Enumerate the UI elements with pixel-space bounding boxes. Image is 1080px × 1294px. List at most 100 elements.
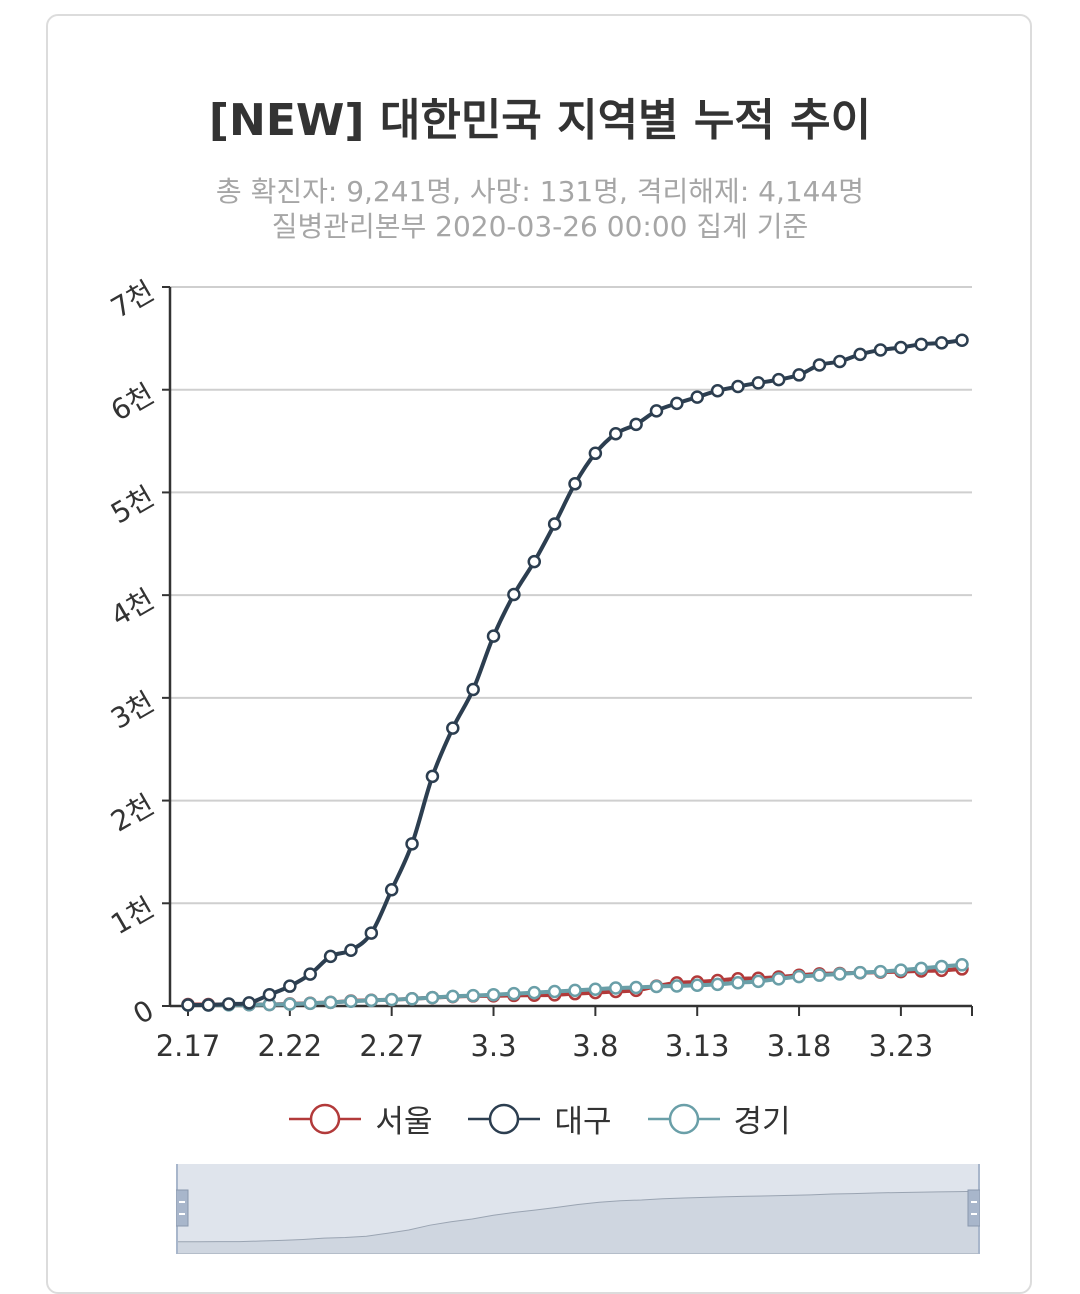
data-point-gyeonggi[interactable]: [547, 984, 562, 999]
legend-marker-icon: [468, 1103, 541, 1134]
x-tick-label: 3.18: [767, 1029, 832, 1063]
legend-item-daegu[interactable]: 대구: [468, 1096, 612, 1141]
data-point-gyeonggi[interactable]: [384, 992, 399, 1007]
x-tick-label: 2.17: [156, 1029, 221, 1063]
data-point-daegu[interactable]: [771, 372, 786, 387]
data-point-daegu[interactable]: [507, 587, 521, 602]
data-point-gyeonggi[interactable]: [792, 969, 806, 984]
data-point-gyeonggi[interactable]: [364, 993, 379, 1008]
data-point-gyeonggi[interactable]: [873, 964, 888, 979]
data-point-daegu[interactable]: [894, 340, 908, 355]
data-point-gyeonggi[interactable]: [344, 994, 358, 1009]
x-tick-label: 3.23: [869, 1029, 934, 1063]
data-point-gyeonggi[interactable]: [894, 963, 908, 977]
data-point-gyeonggi[interactable]: [527, 985, 542, 1000]
y-tick-label: 3천: [105, 685, 159, 735]
data-point-daegu[interactable]: [608, 427, 623, 441]
data-point-daegu[interactable]: [323, 949, 338, 964]
data-point-gyeonggi[interactable]: [629, 980, 643, 995]
chart-subtitle-source: 질병관리본부 2020-03-26 00:00 집계 기준: [271, 210, 809, 243]
data-point-gyeonggi[interactable]: [466, 988, 480, 1003]
x-tick-label: 3.13: [665, 1029, 730, 1063]
data-point-daegu[interactable]: [914, 337, 929, 352]
data-point-gyeonggi[interactable]: [507, 986, 521, 1001]
data-point-daegu[interactable]: [303, 967, 317, 981]
y-tick-label: 0: [128, 993, 160, 1030]
data-point-daegu[interactable]: [873, 343, 888, 357]
data-point-daegu[interactable]: [690, 390, 704, 404]
y-tick-label: 1천: [105, 891, 159, 941]
navigator-series-area: [176, 1190, 980, 1254]
data-point-gyeonggi[interactable]: [425, 990, 440, 1005]
data-point-daegu[interactable]: [588, 446, 603, 461]
data-point-gyeonggi[interactable]: [690, 978, 704, 993]
data-point-daegu[interactable]: [568, 477, 582, 491]
data-point-daegu[interactable]: [670, 396, 684, 411]
x-tick-label: 3.8: [572, 1029, 618, 1063]
data-point-daegu[interactable]: [446, 721, 460, 735]
data-point-daegu[interactable]: [853, 347, 867, 362]
data-point-gyeonggi[interactable]: [955, 958, 969, 972]
legend-item-gyeonggi[interactable]: 경기: [647, 1096, 791, 1141]
data-point-daegu[interactable]: [384, 882, 399, 897]
data-point-daegu[interactable]: [812, 358, 827, 372]
range-navigator[interactable]: [176, 1164, 980, 1254]
data-point-daegu[interactable]: [283, 979, 297, 993]
data-point-daegu[interactable]: [262, 987, 277, 1002]
data-point-daegu[interactable]: [466, 682, 480, 697]
data-point-daegu[interactable]: [181, 998, 195, 1012]
data-point-daegu[interactable]: [405, 837, 419, 851]
y-tick-label: 5천: [105, 480, 159, 530]
y-tick-label: 7천: [105, 274, 159, 324]
data-point-gyeonggi[interactable]: [812, 968, 827, 982]
legend-item-seoul[interactable]: 서울: [289, 1096, 432, 1141]
legend-label: 대구: [554, 1104, 612, 1140]
data-point-gyeonggi[interactable]: [771, 972, 786, 986]
data-point-daegu[interactable]: [751, 376, 766, 390]
data-point-gyeonggi[interactable]: [405, 992, 419, 1006]
data-point-daegu[interactable]: [649, 404, 664, 418]
data-point-daegu[interactable]: [221, 997, 236, 1011]
data-point-gyeonggi[interactable]: [486, 987, 501, 1002]
line-chart: 0 1천 2천 3천 4천 5천 6천 7천 2.17 2.22 2.27 3.3 3.8 3.13 3.1…: [105, 274, 973, 1063]
data-point-daegu[interactable]: [955, 333, 969, 347]
data-point-gyeonggi[interactable]: [446, 989, 460, 1004]
series-line-daegu: [186, 338, 964, 1008]
navigator-right-handle[interactable]: [967, 1189, 980, 1227]
data-point-gyeonggi[interactable]: [608, 981, 623, 995]
data-point-gyeonggi[interactable]: [303, 996, 317, 1011]
chart-title: [NEW] 대한민국 지역별 누적 추이: [208, 95, 872, 146]
data-point-daegu[interactable]: [731, 379, 745, 394]
data-point-daegu[interactable]: [710, 383, 725, 398]
data-point-gyeonggi[interactable]: [649, 979, 664, 994]
data-point-daegu[interactable]: [629, 417, 643, 432]
data-point-daegu[interactable]: [201, 998, 216, 1012]
data-point-daegu[interactable]: [425, 769, 440, 784]
data-point-daegu[interactable]: [934, 336, 949, 350]
data-point-daegu[interactable]: [364, 926, 379, 940]
data-point-daegu[interactable]: [242, 996, 256, 1010]
data-point-gyeonggi[interactable]: [934, 959, 949, 974]
legend-label: 경기: [733, 1104, 791, 1140]
data-point-gyeonggi[interactable]: [751, 974, 766, 989]
data-point-daegu[interactable]: [792, 368, 806, 382]
navigator-left-handle[interactable]: [176, 1189, 189, 1227]
data-point-gyeonggi[interactable]: [568, 983, 582, 998]
data-point-daegu[interactable]: [833, 354, 847, 369]
data-point-gyeonggi[interactable]: [588, 982, 603, 997]
data-point-gyeonggi[interactable]: [914, 961, 929, 976]
data-point-daegu[interactable]: [527, 554, 542, 569]
data-point-daegu[interactable]: [344, 943, 358, 957]
data-point-daegu[interactable]: [547, 517, 562, 531]
legend-label: 서울: [375, 1104, 433, 1140]
data-point-gyeonggi[interactable]: [323, 995, 338, 1010]
y-tick-label: 6천: [105, 377, 159, 427]
chart-card: [46, 14, 1032, 1294]
data-point-gyeonggi[interactable]: [833, 967, 847, 981]
data-point-gyeonggi[interactable]: [710, 977, 725, 992]
data-point-gyeonggi[interactable]: [853, 965, 867, 980]
data-point-daegu[interactable]: [486, 629, 501, 643]
data-point-gyeonggi[interactable]: [670, 979, 684, 993]
data-point-gyeonggi[interactable]: [283, 997, 297, 1011]
data-point-gyeonggi[interactable]: [731, 976, 745, 990]
